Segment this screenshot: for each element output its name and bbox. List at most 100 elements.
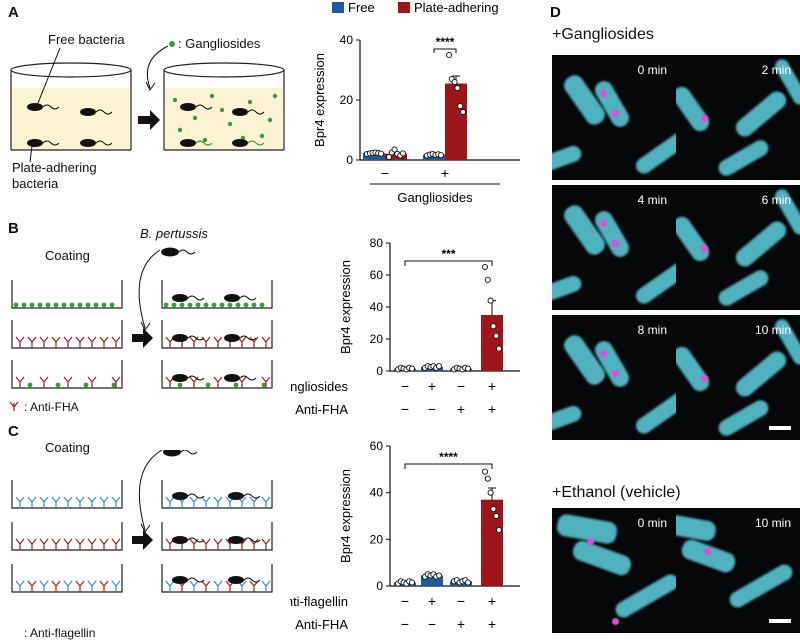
bacterial-cell — [632, 129, 677, 177]
bacterial-cell — [715, 137, 772, 179]
data-point — [408, 365, 416, 372]
fluorescent-spot — [612, 110, 619, 117]
microscopy-tile: 4 min — [552, 185, 677, 310]
panel-c-schematic — [11, 450, 273, 593]
timepoint-label: 0 min — [637, 516, 667, 530]
bacterial-cell — [676, 213, 713, 265]
fluorescent-spot — [600, 350, 607, 357]
data-point — [484, 276, 491, 283]
y-axis-label: Bpr4 expression — [338, 260, 353, 354]
data-point — [481, 263, 489, 271]
condition-symbol: − — [401, 616, 409, 632]
condition-symbol: − — [401, 401, 409, 417]
anti-fha-legend: : Anti-FHA — [24, 400, 79, 414]
plate-adhering-label-1: Plate-adhering — [12, 160, 97, 175]
fluorescent-spot — [701, 375, 708, 382]
condition-gangliosides-label: +Gangliosides — [552, 26, 654, 43]
condition-row-label: Anti-FHA — [295, 402, 348, 417]
condition-symbol: + — [428, 593, 436, 609]
condition-symbol: + — [488, 378, 496, 394]
legend-label-0: Free — [348, 0, 375, 15]
condition-symbol: + — [457, 401, 465, 417]
condition-symbol: + — [428, 378, 436, 394]
panel-letter-a: A — [8, 4, 19, 21]
timepoint-label: 2 min — [761, 63, 791, 77]
timepoint-label: 8 min — [637, 323, 667, 337]
bacterial-cell — [676, 513, 718, 543]
timepoint-label: 0 min — [637, 63, 667, 77]
condition-symbol: − — [401, 378, 409, 394]
bacterial-cell — [715, 267, 772, 309]
data-point — [490, 505, 497, 513]
anti-flagellin-legend: : Anti-flagellin — [24, 626, 96, 640]
y-axis-label: Bpr4 expression — [338, 469, 353, 563]
data-point — [399, 150, 407, 157]
bacterial-cell — [552, 143, 584, 173]
y-tick-label: 20 — [370, 532, 384, 546]
bacterial-cell — [612, 571, 677, 621]
bar — [363, 153, 385, 160]
data-point — [377, 150, 385, 157]
scale-bar — [769, 619, 791, 623]
microscopy-tile: 10 min — [676, 508, 800, 633]
timepoint-label: 10 min — [754, 516, 791, 530]
data-point — [445, 51, 453, 59]
y-axis-label: Bpr4 expression — [312, 53, 327, 147]
data-point — [484, 475, 491, 482]
microscopy-tile: 10 min — [676, 315, 800, 440]
bar — [445, 83, 467, 160]
y-tick-label: 60 — [370, 268, 384, 282]
gangliosides-legend: : Gangliosides — [178, 36, 261, 51]
scale-bar — [769, 426, 791, 430]
bacterial-cell — [726, 561, 796, 611]
bacterial-cell — [715, 397, 772, 439]
condition-symbol: − — [401, 593, 409, 609]
data-point — [454, 84, 461, 92]
fluorescent-spot — [704, 548, 711, 555]
condition-symbol: − — [457, 593, 465, 609]
fluorescent-spot — [600, 90, 607, 97]
fluorescent-spot — [612, 370, 619, 377]
significance-bracket — [404, 463, 493, 469]
fluorescent-spot — [612, 618, 619, 625]
data-point — [437, 152, 445, 159]
panel-letter-d: D — [550, 4, 561, 21]
fluorescent-spot — [600, 220, 607, 227]
panel-b-schematic — [9, 247, 273, 411]
y-tick-label: 40 — [370, 486, 384, 500]
condition-symbol: + — [488, 401, 496, 417]
timepoint-label: 4 min — [637, 193, 667, 207]
significance-label: **** — [439, 450, 458, 464]
timepoint-label: 10 min — [754, 323, 791, 337]
bacterial-cell — [676, 343, 713, 395]
condition-row-label: Anti-flagellin — [290, 594, 348, 609]
y-tick-label: 20 — [370, 332, 384, 346]
y-tick-label: 60 — [370, 439, 384, 453]
panel-b-species-label: B. pertussis — [140, 226, 208, 241]
condition-symbol: − — [457, 378, 465, 394]
condition-symbol: + — [457, 616, 465, 632]
bar — [481, 315, 503, 371]
x-tick-label: − — [381, 165, 389, 181]
condition-row-label: Gangliosides — [290, 379, 349, 394]
data-point — [385, 153, 393, 161]
chart-b: 0 20 40 60 80 Bpr4 expression *** Gangliosides −… — [290, 236, 520, 417]
condition-ethanol-label: +Ethanol (vehicle) — [552, 484, 681, 501]
bacterial-cell — [676, 83, 713, 135]
microscopy-tile: 0 min — [552, 55, 677, 180]
x-axis-label: Gangliosides — [397, 190, 473, 205]
data-point — [495, 526, 503, 534]
data-point — [435, 363, 443, 370]
y-tick-label: 0 — [346, 153, 353, 167]
panel-letter-b: B — [8, 220, 19, 237]
fluorescent-spot — [701, 245, 708, 252]
data-point — [487, 489, 494, 496]
free-bacteria-label: Free bacteria — [48, 32, 125, 47]
chart-a: Free Plate-adhering 0 20 40 Bpr4 expression − +… — [312, 0, 520, 205]
data-point — [464, 365, 472, 372]
data-point — [391, 146, 398, 153]
data-point — [457, 102, 464, 110]
bacterial-cell — [632, 389, 677, 437]
bacterial-cell — [679, 537, 738, 575]
